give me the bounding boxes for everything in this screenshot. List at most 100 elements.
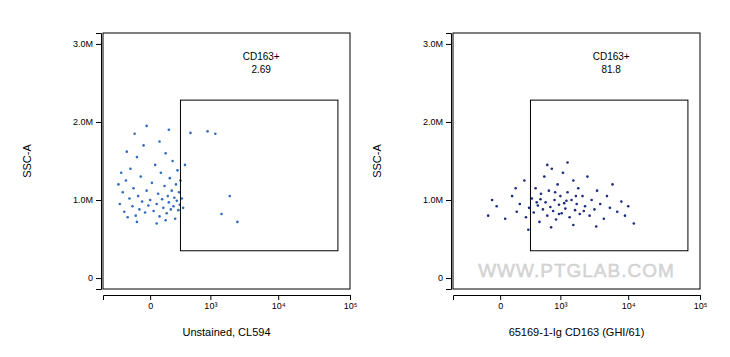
event-point [575, 203, 578, 206]
x-axis-title: 65169-1-Ig CD163 (GHI/61) [509, 326, 645, 338]
x-tick-mark [278, 295, 279, 300]
event-point [564, 207, 567, 210]
y-tick-mark [446, 44, 451, 45]
event-point [136, 221, 139, 224]
event-point [158, 215, 161, 218]
figure: CD163+2.69010³10⁴10⁵01.0M2.0M3.0MUnstain… [0, 0, 730, 357]
y-axis-title: SSC-A [21, 144, 33, 178]
y-tick-mark [96, 278, 101, 279]
event-point [523, 179, 526, 182]
x-axis-line [454, 296, 701, 301]
y-tick: 2.0M [73, 117, 101, 127]
y-tick-label: 1.0M [73, 195, 93, 205]
x-tick-label: 10³ [204, 301, 217, 311]
x-tick-label: 10⁵ [694, 301, 708, 311]
event-point [539, 198, 542, 201]
event-point [611, 183, 614, 186]
gate-percent: 2.69 [251, 64, 271, 75]
x-tick-label: 10³ [554, 301, 567, 311]
event-point [620, 200, 623, 203]
event-point [145, 189, 148, 192]
event-point [559, 195, 562, 198]
event-point [164, 219, 167, 222]
event-point [550, 226, 553, 229]
y-tick-label: 1.0M [423, 195, 443, 205]
x-tick: 10⁴ [272, 295, 286, 311]
gate [530, 100, 687, 251]
y-tick: 3.0M [73, 39, 101, 49]
event-point [169, 208, 172, 211]
event-point [609, 207, 612, 210]
event-point [172, 205, 175, 208]
event-point [126, 216, 129, 219]
watermark: WWW.PTGLAB.COM [478, 260, 675, 281]
y-tick-mark [96, 44, 101, 45]
event-point [131, 205, 134, 208]
event-point [160, 171, 163, 174]
event-point [504, 217, 507, 220]
event-point [158, 140, 161, 143]
event-point [586, 175, 589, 178]
x-tick-mark [350, 295, 351, 300]
y-tick: 0 [88, 273, 101, 283]
x-tick-label: 0 [148, 301, 153, 311]
event-point [595, 225, 598, 228]
event-point [593, 208, 596, 211]
event-point [214, 132, 217, 135]
x-tick-mark [500, 295, 501, 300]
event-point [525, 216, 528, 219]
event-point [491, 199, 494, 202]
event-point [165, 212, 168, 215]
event-point [581, 195, 584, 198]
event-point [145, 125, 148, 128]
y-axis-line [96, 34, 102, 290]
event-point [537, 204, 540, 207]
event-point [596, 189, 599, 192]
event-point [538, 221, 541, 224]
x-tick: 10³ [204, 295, 217, 311]
event-point [552, 210, 555, 213]
panel: CD163+2.69010³10⁴10⁵01.0M2.0M3.0MUnstain… [21, 33, 358, 338]
y-tick: 1.0M [423, 195, 451, 205]
event-point [206, 130, 209, 133]
y-axis: 0 1.0M 2.0M 3.0M [73, 34, 102, 290]
event-point [572, 179, 575, 182]
event-point [532, 211, 535, 214]
event-point [555, 218, 558, 221]
event-point [167, 195, 170, 198]
x-axis: 0 10³ 10⁴ 10⁵ [104, 295, 358, 311]
x-tick: 10⁵ [694, 295, 708, 311]
x-tick: 0 [148, 295, 153, 311]
event-point [568, 216, 571, 219]
y-tick-label: 0 [438, 273, 443, 283]
event-point [171, 160, 174, 163]
event-point [535, 201, 538, 204]
event-point [527, 228, 530, 231]
event-point [134, 214, 137, 217]
x-tick: 10⁵ [344, 295, 358, 311]
y-tick-label: 2.0M [423, 117, 443, 127]
event-point [590, 199, 593, 202]
event-point [164, 152, 167, 155]
x-tick: 0 [498, 295, 503, 311]
event-point [177, 209, 180, 212]
panel: WWW.PTGLAB.COMCD163+81.8010³10⁴10⁵01.0M2… [371, 33, 708, 338]
x-axis-line [104, 296, 351, 301]
event-point [627, 205, 630, 208]
event-point [149, 199, 152, 202]
event-point [572, 224, 575, 227]
x-axis: 010³10⁴10⁵ [454, 295, 708, 311]
plot-frame [453, 33, 700, 289]
y-axis: 01.0M2.0M3.0M [423, 34, 452, 290]
event-point [119, 203, 122, 206]
event-point [624, 214, 627, 217]
event-point [178, 191, 181, 194]
event-point [132, 187, 135, 190]
event-point [588, 214, 591, 217]
event-point [577, 187, 580, 190]
event-point [129, 168, 132, 171]
event-point [154, 164, 157, 167]
event-point [558, 213, 561, 216]
gate-percent: 81.8 [601, 64, 621, 75]
event-point [514, 187, 517, 190]
